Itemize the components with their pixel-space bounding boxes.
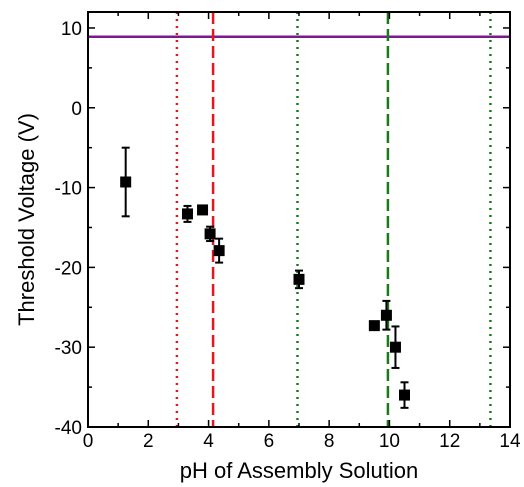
x-tick-label: 4: [203, 431, 214, 452]
point-marker: [204, 228, 216, 240]
data-point: [380, 299, 392, 331]
x-tick-label: 12: [439, 431, 460, 452]
data-point: [389, 325, 401, 369]
data-point: [293, 269, 305, 290]
y-tick-label: 10: [61, 19, 82, 40]
y-tick-label: -30: [55, 338, 82, 359]
y-tick-label: 0: [71, 99, 82, 120]
x-tick-label: 14: [499, 431, 521, 452]
point-marker: [399, 389, 410, 401]
data-point: [204, 225, 216, 243]
point-marker: [380, 309, 392, 321]
plot-frame: [87, 11, 511, 428]
x-tick-label: 8: [324, 431, 335, 452]
data-point: [181, 204, 193, 223]
data-point: [399, 381, 410, 409]
y-tick-label: -10: [55, 179, 82, 200]
data-point: [368, 320, 380, 332]
y-axis-title: Threshold Voltage (V): [14, 113, 39, 326]
axis-ticks: [87, 12, 511, 428]
data-point: [213, 237, 225, 264]
x-tick-label: 10: [379, 431, 400, 452]
point-marker: [368, 320, 380, 332]
x-tick-label: 2: [143, 431, 154, 452]
point-marker: [389, 341, 401, 353]
x-tick-label: 6: [264, 431, 275, 452]
data-points: [120, 146, 410, 409]
data-point: [197, 204, 209, 216]
reference-lines: [88, 12, 510, 427]
point-marker: [213, 245, 225, 257]
x-tick-label: 0: [83, 431, 94, 452]
point-marker: [120, 176, 132, 188]
data-point: [120, 146, 132, 218]
point-marker: [197, 204, 209, 216]
tick-labels: 0 2 4 6 8 10 12 14 -40 -30 -20 -10 0 10: [55, 19, 521, 452]
y-tick-label: -20: [55, 258, 82, 279]
x-axis-title: pH of Assembly Solution: [180, 458, 418, 483]
y-tick-label: -40: [55, 418, 82, 439]
point-marker: [181, 208, 193, 220]
point-marker: [293, 273, 305, 285]
